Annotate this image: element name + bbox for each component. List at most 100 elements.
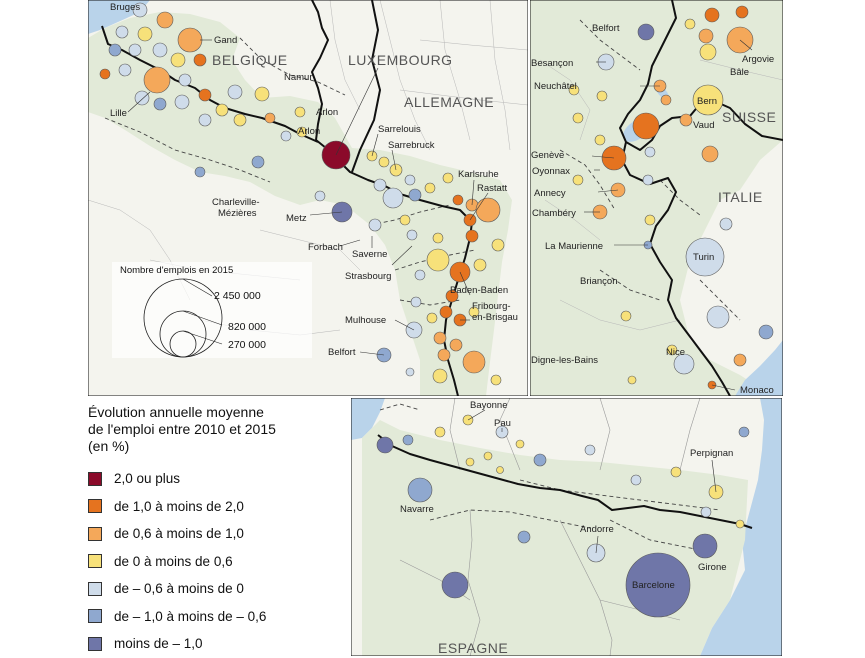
legend-swatch bbox=[88, 471, 102, 486]
circle bbox=[584, 444, 596, 456]
alps-region-lines bbox=[539, 59, 783, 331]
color-legend-title-line-2: de l'emploi entre 2010 et 2015 bbox=[88, 421, 276, 437]
size-legend-leader-medium bbox=[182, 310, 223, 326]
country-label-suisse: SUISSE bbox=[722, 109, 776, 125]
circle bbox=[627, 375, 637, 385]
circle-namur bbox=[254, 86, 270, 102]
circle bbox=[490, 374, 502, 386]
city-label-andorre: Andorre bbox=[580, 524, 614, 535]
city-label-pau: Pau bbox=[494, 418, 511, 429]
circle-charleville bbox=[194, 166, 206, 178]
city-label-girone: Girone bbox=[698, 562, 727, 573]
circle bbox=[533, 453, 547, 467]
circle bbox=[405, 367, 415, 377]
circle bbox=[735, 5, 749, 19]
circle bbox=[115, 25, 129, 39]
circle bbox=[402, 434, 414, 446]
circle bbox=[314, 190, 326, 202]
circle bbox=[437, 348, 451, 362]
size-legend-value-medium: 820 000 bbox=[228, 321, 266, 333]
city-label-charleville-2: Mézières bbox=[218, 208, 257, 219]
city-label-metz: Metz bbox=[286, 213, 307, 224]
alps-leader-lines bbox=[584, 39, 753, 391]
city-label-bern: Bern bbox=[697, 96, 717, 107]
circle bbox=[373, 178, 387, 192]
circle bbox=[233, 113, 247, 127]
circle bbox=[134, 90, 150, 106]
legend-item-label: de – 0,6 à moins de 0 bbox=[114, 581, 244, 597]
circle bbox=[439, 305, 453, 319]
north-region-lines bbox=[88, 0, 528, 336]
legend-swatch bbox=[88, 499, 102, 514]
circle bbox=[642, 174, 654, 186]
circle bbox=[118, 63, 132, 77]
circle bbox=[156, 11, 174, 29]
circle bbox=[152, 42, 168, 58]
circle bbox=[410, 296, 422, 308]
city-label-bale: Bâle bbox=[730, 67, 749, 78]
circle bbox=[198, 113, 212, 127]
city-label-monaco: Monaco bbox=[740, 385, 774, 396]
circle-belfort-alps bbox=[637, 23, 655, 41]
circle-strasbourg bbox=[426, 248, 450, 272]
atlantic-ocean bbox=[351, 398, 385, 440]
city-label-oyonnax: Oyonnax bbox=[532, 166, 570, 177]
circle-bale bbox=[699, 43, 717, 61]
city-label-gand: Gand bbox=[214, 35, 237, 46]
color-legend-title-line-1: Évolution annuelle moyenne bbox=[88, 404, 264, 420]
circle bbox=[491, 238, 505, 252]
panel-pyrenees: ESPAGNE Bayonne Pau Perpignan Navarre An… bbox=[351, 398, 782, 656]
circle bbox=[758, 324, 774, 340]
city-label-perpignan: Perpignan bbox=[690, 448, 733, 459]
legend-item-label: de – 1,0 à moins de – 0,6 bbox=[114, 608, 267, 624]
circle bbox=[706, 305, 730, 329]
circle bbox=[572, 174, 584, 186]
legend-swatch bbox=[88, 581, 102, 596]
circle bbox=[193, 53, 207, 67]
circle bbox=[426, 312, 438, 324]
circle-bern bbox=[692, 84, 724, 116]
legend-item: de 1,0 à moins de 2,0 bbox=[88, 493, 350, 521]
circle-gand bbox=[177, 27, 203, 53]
circle bbox=[735, 519, 745, 529]
circle bbox=[738, 426, 750, 438]
city-label-argovie: Argovie bbox=[742, 54, 774, 65]
legend-item-label: 2,0 ou plus bbox=[114, 471, 181, 487]
circle bbox=[108, 43, 122, 57]
circle bbox=[433, 331, 447, 345]
circle bbox=[517, 530, 531, 544]
circle bbox=[449, 338, 463, 352]
size-legend-title: Nombre d'emplois en 2015 bbox=[120, 265, 233, 276]
city-label-barcelone: Barcelone bbox=[632, 580, 675, 591]
circle bbox=[378, 156, 390, 168]
city-label-sarrelouis: Sarrelouis bbox=[378, 124, 421, 135]
pyrenees-leader-lines bbox=[467, 409, 717, 554]
city-label-arlon-1: Arlon bbox=[316, 107, 338, 118]
circle-bayonne-area bbox=[376, 436, 394, 454]
color-legend: Évolution annuelle moyenne de l'emploi e… bbox=[88, 404, 350, 658]
circle bbox=[670, 466, 682, 478]
size-legend: Nombre d'emplois en 2015 2 450 000 820 0… bbox=[112, 262, 312, 358]
pyrenees-employment-circles bbox=[376, 414, 750, 618]
circle bbox=[452, 194, 464, 206]
city-label-baden-baden: Baden-Baden bbox=[450, 285, 508, 296]
city-label-turin: Turin bbox=[693, 252, 714, 263]
north-leader-lines bbox=[127, 39, 489, 356]
city-label-navarre: Navarre bbox=[400, 504, 434, 515]
city-label-mulhouse: Mulhouse bbox=[345, 315, 386, 326]
circle bbox=[515, 439, 525, 449]
city-label-lille: Lille bbox=[110, 108, 127, 119]
circle bbox=[99, 68, 111, 80]
circle bbox=[684, 18, 696, 30]
city-label-rastatt: Rastatt bbox=[477, 183, 507, 194]
circle bbox=[251, 155, 265, 169]
size-legend-background bbox=[112, 262, 312, 358]
legend-swatch bbox=[88, 636, 102, 651]
circle bbox=[424, 182, 436, 194]
circle bbox=[215, 103, 229, 117]
circle bbox=[442, 172, 454, 184]
circle bbox=[128, 43, 142, 57]
circle bbox=[701, 145, 719, 163]
circle bbox=[644, 214, 656, 226]
